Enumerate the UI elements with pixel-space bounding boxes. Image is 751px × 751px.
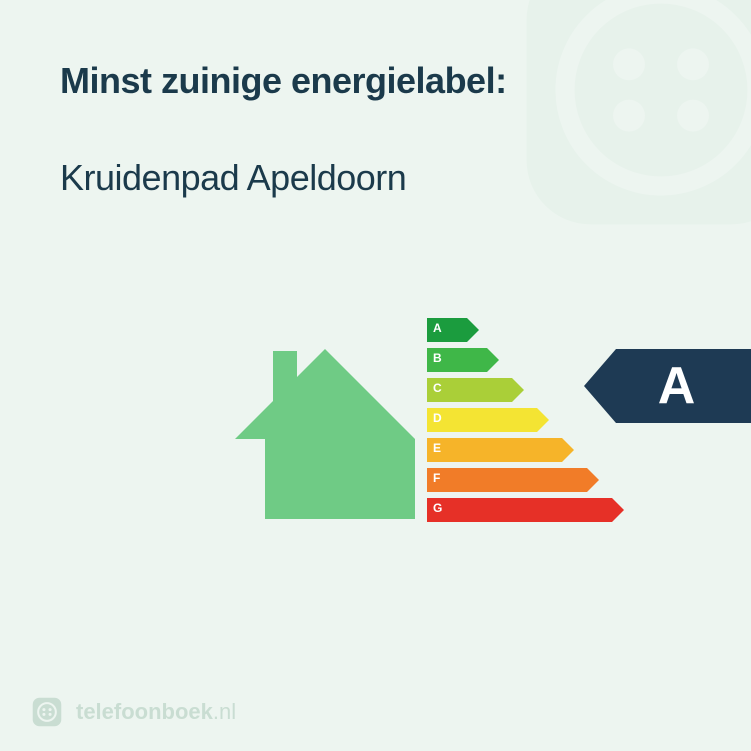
page-title: Minst zuinige energielabel: xyxy=(60,60,691,102)
energy-bar-letter: C xyxy=(433,374,442,402)
energy-bar-letter: G xyxy=(433,494,442,522)
brand-phone-icon xyxy=(30,695,64,729)
energy-bar-letter: E xyxy=(433,434,441,462)
brand-tld: .nl xyxy=(213,699,236,724)
energy-bar-letter: D xyxy=(433,404,442,432)
house-icon xyxy=(235,289,415,519)
footer-brand: telefoonboek.nl xyxy=(30,695,236,729)
energy-bar-fill xyxy=(427,438,562,462)
brand-name: telefoonboek xyxy=(76,699,213,724)
location-name: Kruidenpad Apeldoorn xyxy=(60,157,691,199)
energy-bar-letter: A xyxy=(433,314,442,342)
result-letter: A xyxy=(616,349,751,423)
energy-bar-letter: F xyxy=(433,464,440,492)
energy-bar-fill xyxy=(427,498,612,522)
energy-bar-fill xyxy=(427,408,537,432)
result-badge-arrow xyxy=(584,349,616,423)
energy-bar-fill xyxy=(427,468,587,492)
brand-text: telefoonboek.nl xyxy=(76,699,236,725)
result-badge: A xyxy=(584,349,751,423)
energy-bar-letter: B xyxy=(433,344,442,372)
